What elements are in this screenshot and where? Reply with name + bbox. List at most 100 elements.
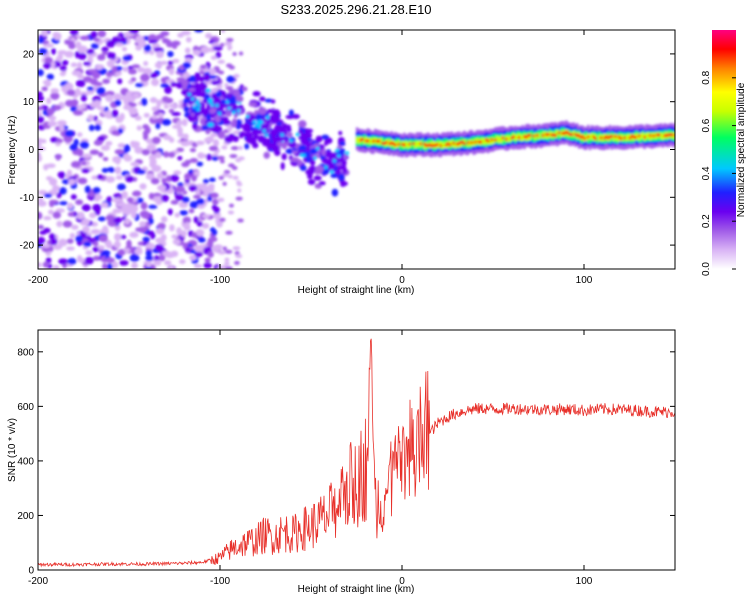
heatmap-cell — [517, 136, 521, 140]
heatmap-cell — [227, 106, 232, 111]
heatmap-cell — [494, 138, 497, 142]
heatmap-cell — [59, 65, 67, 72]
heatmap-cell — [297, 159, 303, 166]
heatmap-cell — [184, 173, 191, 181]
heatmap-cell — [627, 134, 630, 141]
colorbar-scale — [712, 30, 736, 269]
heatmap-cell — [392, 142, 395, 146]
heatmap-cell — [197, 204, 205, 209]
spectrogram-xlabel: Height of straight line (km) — [298, 285, 415, 296]
heatmap-cell — [224, 135, 234, 144]
heatmap-cell — [128, 107, 138, 116]
colorbar-tick-label: 0.0 — [701, 262, 712, 276]
heatmap-cell — [39, 230, 47, 235]
heatmap-cell — [69, 30, 79, 36]
heatmap-cell — [572, 130, 575, 137]
heatmap-cell — [213, 211, 221, 220]
heatmap-cell — [144, 126, 151, 135]
heatmap-cell — [196, 107, 201, 112]
heatmap-cell — [492, 138, 495, 144]
heatmap-cell — [150, 177, 160, 185]
heatmap-cell — [56, 192, 62, 199]
heatmap-cell — [410, 139, 413, 150]
heatmap-cell — [643, 135, 646, 139]
heatmap-cell — [164, 85, 172, 94]
spectrogram-heatmap — [38, 30, 675, 269]
heatmap-cell — [38, 142, 42, 147]
heatmap-cell — [94, 196, 101, 202]
heatmap-cell — [113, 216, 122, 224]
heatmap-cell — [160, 83, 170, 88]
heatmap-cell — [297, 129, 303, 135]
heatmap-cell — [220, 30, 226, 33]
heatmap-cell — [197, 198, 205, 205]
heatmap-cell — [76, 254, 83, 263]
heatmap-cell — [160, 234, 167, 242]
heatmap-cell — [197, 103, 201, 108]
heatmap-cell — [377, 139, 381, 143]
heatmap-cell — [528, 133, 532, 137]
heatmap-cell — [556, 129, 559, 136]
x-tick-label: 100 — [576, 576, 593, 587]
heatmap-cell — [129, 30, 139, 34]
heatmap-cell — [217, 59, 226, 64]
heatmap-cell — [111, 65, 118, 74]
heatmap-cell — [224, 41, 233, 46]
heatmap-cell — [288, 141, 297, 148]
heatmap-cell — [209, 227, 216, 233]
heatmap-cell — [235, 254, 243, 259]
heatmap-cell — [182, 216, 192, 224]
heatmap-cell — [153, 255, 161, 262]
heatmap-cell — [134, 115, 142, 121]
heatmap-cell — [92, 203, 102, 212]
heatmap-cell — [212, 45, 223, 51]
heatmap-cell — [67, 211, 75, 217]
heatmap-cell — [38, 236, 46, 245]
heatmap-cell — [52, 104, 62, 111]
heatmap-cell — [228, 203, 234, 208]
heatmap-cell — [119, 260, 129, 266]
heatmap-cell — [237, 188, 242, 193]
heatmap-cell — [526, 134, 530, 141]
heatmap-cell — [174, 212, 180, 218]
heatmap-cell — [272, 136, 277, 144]
heatmap-cell — [52, 211, 61, 219]
heatmap-cell — [285, 148, 295, 154]
heatmap-cell — [163, 260, 172, 266]
heatmap-cell — [235, 196, 243, 201]
heatmap-cell — [129, 231, 139, 238]
heatmap-cell — [281, 141, 288, 150]
colorbar: 0.0 0.2 0.4 0.6 0.8 Normalized spectral ampl… — [701, 30, 747, 276]
heatmap-cell — [119, 234, 127, 240]
heatmap-cell — [557, 131, 561, 135]
heatmap-cell — [450, 140, 453, 147]
heatmap-cell — [157, 222, 166, 229]
heatmap-cell — [497, 136, 501, 143]
heatmap-cell — [339, 141, 346, 146]
heatmap-cell — [188, 116, 196, 122]
heatmap-cell — [370, 138, 373, 145]
heatmap-cell — [209, 177, 216, 183]
snr-xlabel: Height of straight line (km) — [298, 584, 415, 595]
heatmap-cell — [181, 80, 189, 88]
heatmap-cell — [92, 186, 101, 194]
heatmap-cell — [193, 194, 201, 199]
heatmap-cell — [134, 248, 143, 255]
heatmap-cell — [232, 175, 239, 180]
heatmap-cell — [481, 138, 484, 144]
heatmap-cell — [125, 175, 134, 183]
heatmap-cell — [321, 148, 326, 157]
heatmap-cell — [201, 213, 211, 219]
y-tick-label: 400 — [17, 456, 34, 467]
heatmap-cell — [84, 185, 91, 194]
heatmap-cell — [236, 108, 241, 113]
heatmap-cell — [432, 140, 435, 147]
heatmap-cell — [155, 227, 165, 235]
heatmap-cell — [237, 145, 243, 150]
heatmap-cell — [93, 37, 101, 42]
heatmap-cell — [38, 224, 45, 230]
heatmap-cell — [288, 109, 295, 117]
heatmap-cell — [280, 133, 284, 137]
heatmap-cell — [210, 80, 221, 85]
